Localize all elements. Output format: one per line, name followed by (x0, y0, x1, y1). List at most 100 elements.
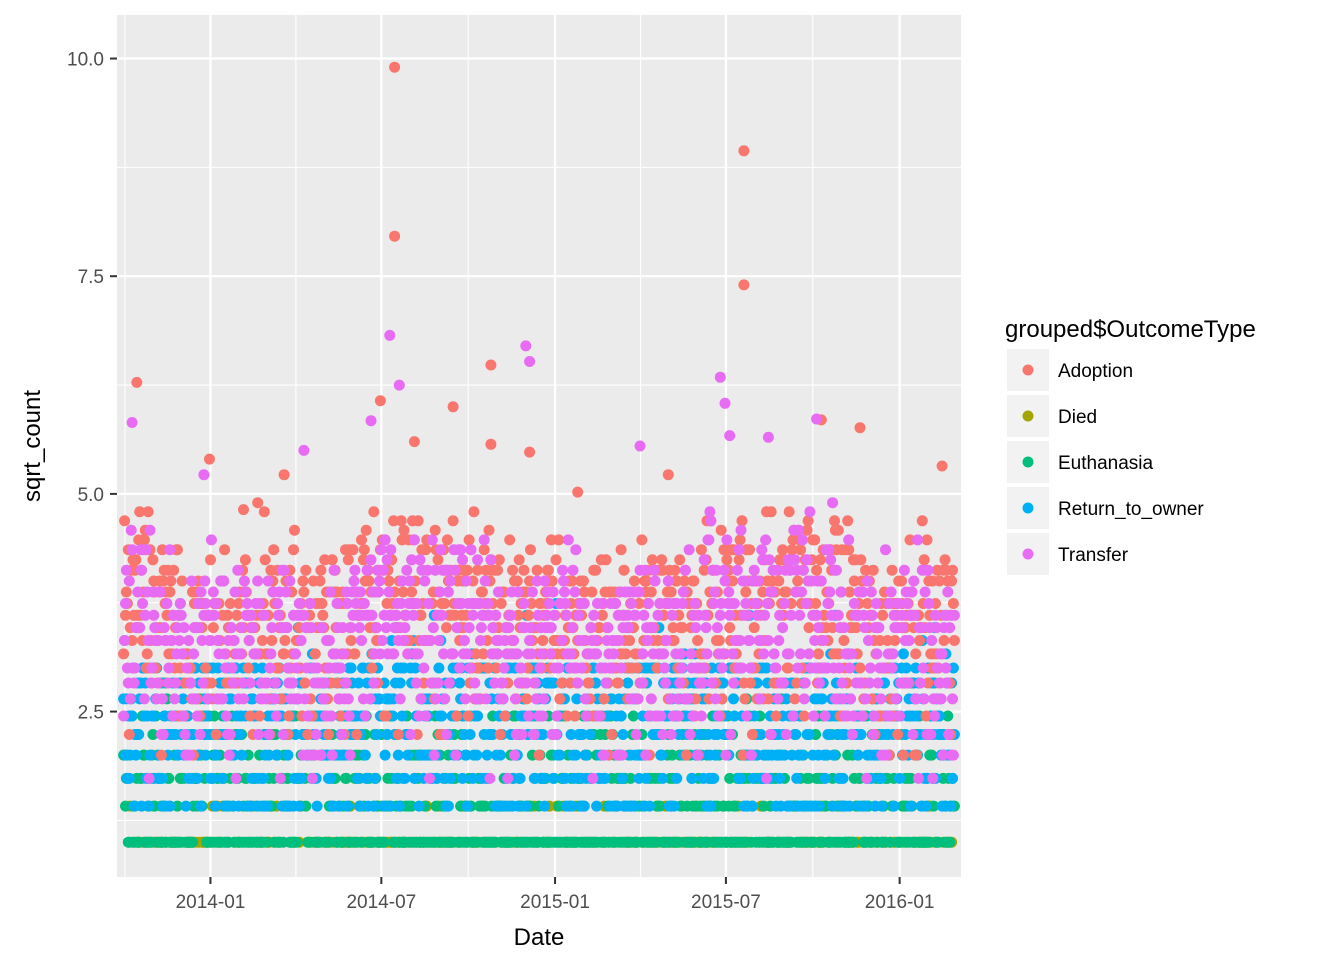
point-euthanasia (942, 710, 954, 722)
point-return-to-owner (796, 749, 808, 761)
point-adoption (244, 710, 256, 722)
x-tick-label: 2014-01 (176, 892, 246, 913)
point-adoption (210, 729, 222, 740)
point-transfer (406, 554, 418, 566)
point-transfer (761, 772, 772, 784)
point-return-to-owner (616, 772, 628, 784)
point-transfer (890, 693, 902, 705)
point-transfer (745, 662, 756, 674)
point-euthanasia (803, 772, 815, 784)
point-transfer (475, 622, 487, 634)
point-transfer (230, 772, 242, 784)
point-transfer (290, 662, 302, 674)
point-adoption (631, 662, 643, 674)
point-adoption (155, 749, 167, 761)
point-transfer (682, 693, 694, 705)
point-return-to-owner (584, 729, 596, 740)
point-transfer-outlier (724, 430, 736, 442)
point-return-to-owner (852, 749, 864, 761)
point-transfer (783, 648, 795, 660)
point-transfer (260, 693, 272, 705)
point-transfer (376, 635, 388, 646)
point-transfer (710, 693, 721, 705)
point-transfer (185, 677, 197, 689)
point-transfer (856, 710, 868, 722)
point-adoption (478, 544, 490, 556)
point-transfer (173, 635, 185, 646)
point-transfer (534, 662, 546, 674)
point-transfer-outlier (384, 329, 396, 341)
point-adoption (578, 586, 590, 598)
point-transfer (714, 609, 726, 621)
point-transfer (465, 544, 477, 556)
point-transfer (326, 749, 338, 761)
point-adoption (224, 598, 236, 609)
point-adoption (491, 662, 502, 674)
point-transfer (348, 575, 360, 587)
point-transfer (863, 677, 875, 689)
point-transfer (226, 662, 238, 674)
point-adoption (523, 609, 535, 621)
point-adoption-outlier (662, 469, 674, 481)
point-transfer (907, 729, 919, 740)
point-transfer (247, 622, 259, 634)
point-transfer (830, 564, 842, 576)
point-transfer (835, 586, 847, 598)
point-adoption (911, 749, 923, 761)
point-adoption (671, 575, 683, 587)
point-transfer (419, 575, 431, 587)
point-transfer (570, 544, 582, 556)
point-transfer (223, 749, 235, 761)
point-transfer (676, 662, 688, 674)
point-return-to-owner (454, 677, 466, 689)
point-transfer (244, 677, 256, 689)
point-adoption (278, 648, 290, 660)
point-adoption-outlier (374, 395, 386, 407)
point-transfer (218, 575, 230, 587)
point-transfer (724, 609, 736, 621)
point-transfer (801, 554, 813, 566)
point-adoption-outlier (238, 504, 249, 516)
point-transfer (796, 586, 807, 598)
point-transfer (780, 729, 792, 740)
point-transfer (212, 635, 224, 646)
point-transfer (264, 662, 276, 674)
point-transfer (588, 609, 600, 621)
point-adoption (713, 635, 725, 646)
point-transfer (695, 710, 707, 722)
point-adoption (577, 575, 589, 587)
point-transfer (263, 729, 275, 740)
point-transfer (539, 575, 551, 587)
legend-item-adoption: Adoption (1007, 349, 1133, 391)
point-transfer (687, 710, 699, 722)
point-return-to-owner (413, 800, 425, 812)
point-transfer (266, 622, 278, 634)
point-transfer (685, 648, 697, 660)
legend-label: Return_to_owner (1058, 499, 1204, 520)
point-transfer (923, 598, 935, 609)
point-transfer (432, 677, 444, 689)
point-transfer (543, 598, 555, 609)
point-adoption (123, 729, 135, 740)
point-transfer (602, 622, 614, 634)
point-adoption (472, 564, 484, 576)
legend-key-dot (1022, 502, 1034, 514)
point-return-to-owner (271, 749, 282, 761)
point-euthanasia (724, 772, 736, 784)
point-return-to-owner (905, 800, 917, 812)
point-transfer (139, 609, 151, 621)
point-transfer (942, 586, 954, 598)
point-transfer (478, 534, 490, 546)
point-transfer (556, 635, 568, 646)
point-return-to-owner (444, 772, 456, 784)
point-adoption (531, 564, 543, 576)
point-transfer (858, 609, 870, 621)
point-transfer (366, 609, 378, 621)
point-transfer (832, 609, 844, 621)
point-transfer (759, 609, 771, 621)
point-adoption (721, 554, 733, 566)
point-transfer (502, 772, 514, 784)
point-adoption (119, 515, 131, 527)
point-transfer (613, 635, 625, 646)
point-transfer (926, 635, 938, 646)
